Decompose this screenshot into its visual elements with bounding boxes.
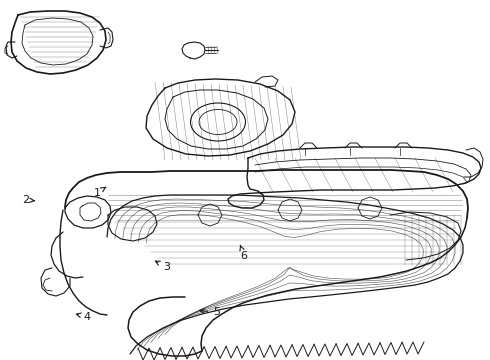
Text: 3: 3 — [155, 261, 170, 272]
Text: 5: 5 — [200, 307, 220, 317]
Text: 6: 6 — [240, 245, 247, 261]
Text: 1: 1 — [94, 187, 106, 198]
Text: 2: 2 — [22, 195, 35, 205]
Text: 4: 4 — [76, 312, 91, 322]
